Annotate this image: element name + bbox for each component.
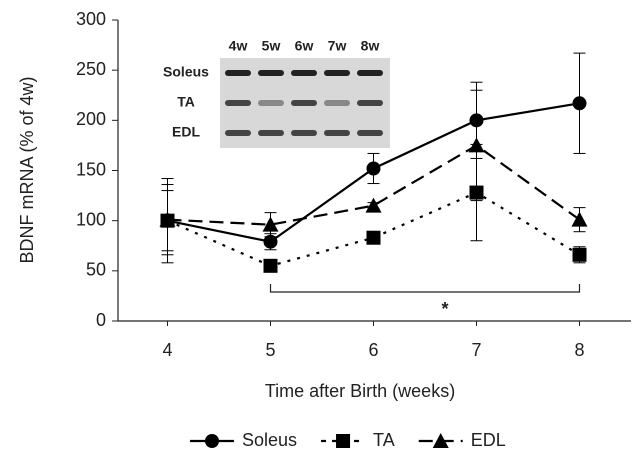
data-point — [573, 248, 587, 262]
data-point — [264, 259, 278, 273]
blot-band — [225, 70, 251, 76]
significance-label: * — [441, 299, 448, 319]
data-point — [367, 231, 381, 245]
blot-band — [291, 130, 317, 136]
x-tick-label: 7 — [471, 340, 481, 360]
y-tick-label: 100 — [76, 209, 106, 229]
inset-row-label: EDL — [172, 124, 200, 140]
blot-band — [291, 70, 317, 76]
legend-marker — [205, 434, 219, 448]
inset-column-label: 7w — [328, 38, 347, 54]
data-point — [469, 137, 485, 152]
x-tick-label: 8 — [574, 340, 584, 360]
legend-label: EDL — [471, 430, 506, 450]
inset-row-label: Soleus — [163, 64, 209, 80]
blot-band — [258, 70, 284, 76]
blot-band — [324, 70, 350, 76]
x-axis-title: Time after Birth (weeks) — [265, 381, 455, 401]
blot-band — [258, 100, 284, 106]
inset-column-label: 6w — [295, 38, 314, 54]
y-tick-label: 150 — [76, 159, 106, 179]
y-tick-label: 50 — [86, 260, 106, 280]
inset-blot: 4w 5w 6w 7w 8w Soleus TA EDL — [163, 38, 390, 148]
data-point — [573, 96, 587, 110]
legend-label: TA — [373, 430, 395, 450]
blot-band — [357, 100, 383, 106]
x-tick-label: 6 — [368, 340, 378, 360]
x-tick-label: 4 — [162, 340, 172, 360]
inset-column-label: 5w — [262, 38, 281, 54]
blot-band — [324, 100, 350, 106]
significance-bracket — [271, 284, 580, 292]
blot-band — [225, 130, 251, 136]
legend-label: Soleus — [242, 430, 297, 450]
legend-marker — [336, 434, 350, 448]
y-axis-title: BDNF mRNA (% of 4w) — [17, 76, 37, 263]
data-point — [367, 161, 381, 175]
y-tick-label: 300 — [76, 9, 106, 29]
blot-band — [258, 130, 284, 136]
blot-band — [225, 100, 251, 106]
y-tick-label: 200 — [76, 109, 106, 129]
data-point — [572, 212, 588, 227]
y-tick-label: 0 — [96, 310, 106, 330]
data-point — [366, 198, 382, 213]
blot-band — [291, 100, 317, 106]
blot-band — [357, 70, 383, 76]
x-tick-label: 5 — [265, 340, 275, 360]
inset-column-label: 4w — [229, 38, 248, 54]
blot-band — [357, 130, 383, 136]
y-tick-label: 250 — [76, 59, 106, 79]
blot-band — [324, 130, 350, 136]
chart: BDNF mRNA (% of 4w) Time after Birth (we… — [0, 0, 632, 456]
inset-row-label: TA — [177, 94, 195, 110]
inset-column-label: 8w — [361, 38, 380, 54]
